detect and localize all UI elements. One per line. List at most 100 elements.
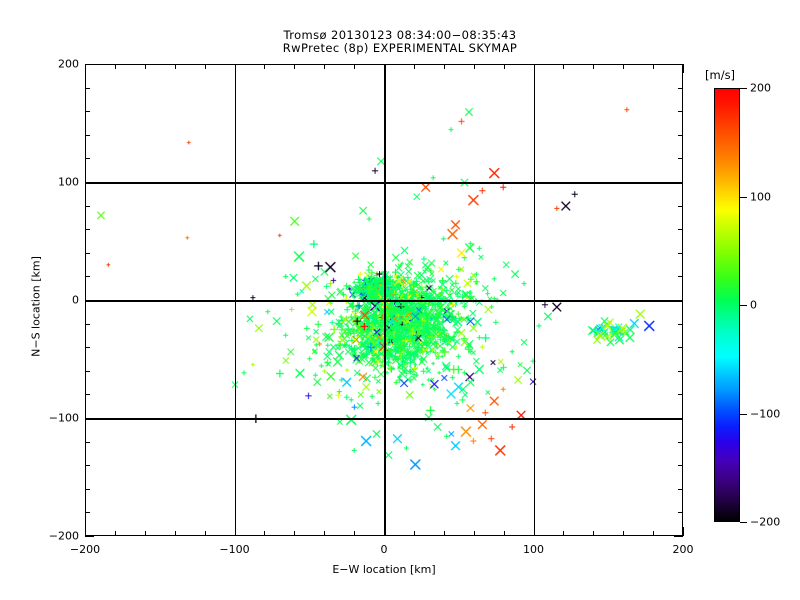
x-tick-top <box>174 64 176 69</box>
y-tick-left <box>85 418 94 419</box>
y-tick-left <box>85 300 94 301</box>
x-tick-top <box>114 64 116 69</box>
colorbar-tick-label: 100 <box>750 190 771 203</box>
colorbar-tick <box>740 305 747 307</box>
x-tick-top <box>503 64 505 69</box>
y-tick-right <box>678 323 683 325</box>
y-tick-left <box>85 111 90 113</box>
x-tick-top <box>473 64 475 69</box>
y-tick-left <box>85 158 90 160</box>
y-tick-left <box>85 229 90 231</box>
x-tick-label: −200 <box>69 543 101 556</box>
gridline-horizontal <box>86 182 682 184</box>
y-tick-right <box>678 441 683 443</box>
x-tick-bottom <box>473 531 475 536</box>
y-tick-right <box>678 465 683 467</box>
colorbar-tick <box>740 522 747 524</box>
y-tick-left <box>85 536 94 537</box>
y-tick-right <box>678 512 683 514</box>
x-tick-top <box>144 64 146 69</box>
x-tick-top <box>623 64 625 69</box>
y-tick-left <box>85 347 90 349</box>
x-tick-bottom <box>413 531 415 536</box>
y-tick-left <box>85 252 90 254</box>
y-tick-right <box>678 205 683 207</box>
x-tick-bottom <box>234 527 236 536</box>
y-tick-right <box>678 87 683 89</box>
x-tick-top <box>653 64 655 69</box>
gridline-horizontal <box>86 300 682 302</box>
gridline-horizontal <box>86 418 682 420</box>
x-tick-bottom <box>174 531 176 536</box>
x-tick-bottom <box>144 531 146 536</box>
gridline-vertical <box>234 65 237 535</box>
y-tick-right <box>674 64 683 65</box>
y-tick-left <box>85 276 90 278</box>
x-tick-label: 0 <box>380 543 388 556</box>
x-tick-top <box>413 64 415 69</box>
y-tick-right <box>674 418 683 419</box>
colorbar-tick-label: 0 <box>750 298 757 312</box>
y-axis-title: N−S location [km] <box>29 256 43 357</box>
x-tick-bottom <box>623 531 625 536</box>
x-tick-bottom <box>653 531 655 536</box>
x-tick-top <box>354 64 356 69</box>
y-tick-right <box>678 229 683 231</box>
y-tick-left <box>85 394 90 396</box>
y-tick-right <box>678 111 683 113</box>
plot-area <box>85 64 683 536</box>
y-tick-label: 100 <box>58 175 79 189</box>
x-tick-top <box>533 64 535 73</box>
colorbar-tick-label: −200 <box>750 515 781 529</box>
x-tick-top <box>85 64 86 73</box>
x-tick-bottom <box>683 527 684 536</box>
y-tick-left <box>85 512 90 514</box>
y-tick-left <box>85 465 90 467</box>
x-tick-bottom <box>114 531 116 536</box>
y-tick-right <box>678 134 683 136</box>
y-tick-left <box>85 87 90 89</box>
colorbar-unit-label: [m/s] <box>705 68 736 82</box>
x-tick-bottom <box>384 527 385 536</box>
y-tick-right <box>674 536 683 537</box>
y-tick-right <box>674 182 683 183</box>
x-tick-bottom <box>354 531 356 536</box>
y-tick-left <box>85 323 90 325</box>
scatter-data-layer <box>86 65 682 535</box>
colorbar: 200 100 0 −100 −200 <box>714 82 780 529</box>
y-tick-label: −200 <box>48 529 79 543</box>
x-tick-top <box>443 64 445 69</box>
x-tick-top <box>563 64 565 69</box>
x-tick-top <box>593 64 595 69</box>
x-tick-bottom <box>204 531 206 536</box>
y-tick-right <box>678 158 683 160</box>
x-tick-top <box>683 64 684 73</box>
x-tick-top <box>294 64 296 69</box>
y-tick-right <box>678 276 683 278</box>
colorbar-tick-label: −100 <box>750 407 781 420</box>
x-tick-bottom <box>85 527 86 536</box>
y-tick-left <box>85 370 90 372</box>
x-tick-top <box>264 64 266 69</box>
y-tick-right <box>678 394 683 396</box>
x-tick-bottom <box>264 531 266 536</box>
y-tick-right <box>678 370 683 372</box>
y-tick-left <box>85 488 90 490</box>
x-tick-bottom <box>593 531 595 536</box>
x-tick-label: 200 <box>672 543 694 556</box>
y-tick-right <box>678 347 683 349</box>
colorbar-tick-label: 200 <box>750 81 771 95</box>
y-tick-label: −100 <box>48 411 79 425</box>
x-axis-title: E−W location [km] <box>332 563 436 576</box>
gridline-vertical <box>533 65 536 535</box>
x-tick-top <box>234 64 236 73</box>
y-tick-left <box>85 205 90 207</box>
colorbar-tick <box>740 196 747 198</box>
figure-subtitle-line2: RwPretec (8p) EXPERIMENTAL SKYMAP <box>282 41 518 55</box>
y-tick-left <box>85 182 94 183</box>
figure-title-line1: Tromsø 20130123 08:34:00−08:35:43 <box>283 28 517 42</box>
x-tick-bottom <box>324 531 326 536</box>
y-tick-left <box>85 134 90 136</box>
y-tick-right <box>678 488 683 490</box>
